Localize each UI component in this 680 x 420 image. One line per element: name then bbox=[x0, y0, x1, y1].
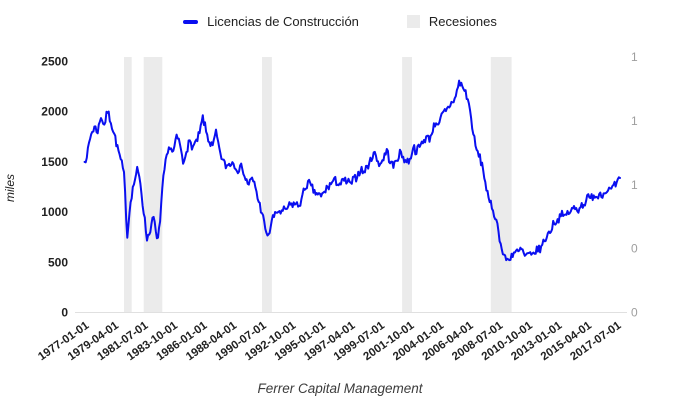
y-left-tick-label: 2000 bbox=[41, 105, 68, 119]
y-right-tick-label: 1 bbox=[631, 114, 638, 128]
chart-footer: Ferrer Capital Management bbox=[257, 381, 423, 396]
chart-legend: Licencias de Construcción Recesiones bbox=[0, 14, 680, 29]
y-left-tick-label: 500 bbox=[48, 255, 68, 269]
y-right-tick-label: 0 bbox=[631, 306, 638, 320]
y-axis-title: miles bbox=[3, 174, 17, 202]
y-left-tick-label: 1000 bbox=[41, 205, 68, 219]
y-right-tick-label: 0 bbox=[631, 242, 638, 256]
recession-band bbox=[490, 57, 512, 313]
y-right-tick-label: 1 bbox=[631, 50, 638, 64]
series-line-licencias bbox=[83, 79, 621, 262]
y-left-tick-label: 0 bbox=[61, 306, 68, 320]
legend-item-licencias: Licencias de Construcción bbox=[183, 14, 359, 29]
box-swatch-icon bbox=[406, 15, 420, 28]
y-right-tick-label: 1 bbox=[631, 178, 638, 192]
recession-band bbox=[402, 57, 412, 313]
legend-label-recesiones: Recesiones bbox=[428, 14, 497, 29]
legend-item-recesiones: Recesiones bbox=[406, 14, 497, 29]
line-swatch-icon bbox=[183, 19, 199, 24]
y-left-tick-label: 1500 bbox=[41, 155, 68, 169]
recession-band bbox=[262, 57, 272, 313]
y-left-tick-label: 2500 bbox=[41, 55, 68, 69]
recession-band bbox=[143, 57, 163, 313]
recession-band bbox=[124, 57, 132, 313]
legend-label-licencias: Licencias de Construcción bbox=[207, 14, 359, 29]
